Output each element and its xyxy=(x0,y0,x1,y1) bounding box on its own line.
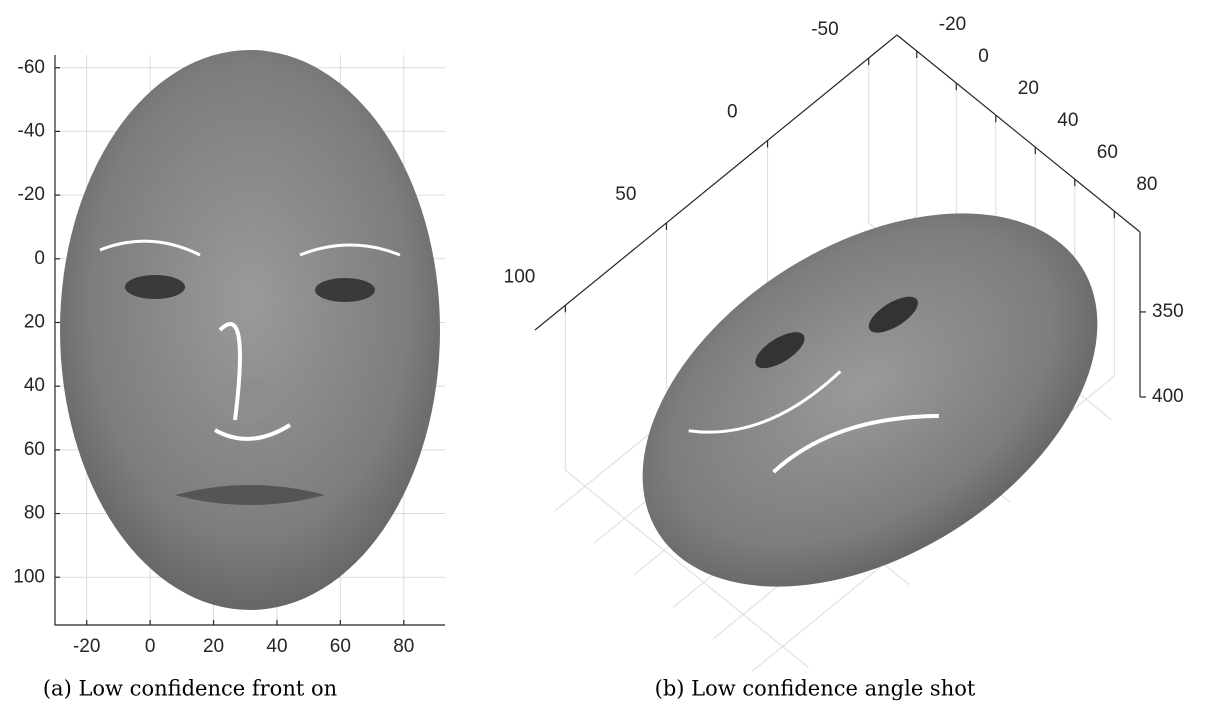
tick-label: 80 xyxy=(1136,174,1157,195)
tick-label: 50 xyxy=(615,184,636,205)
x-tick-label: 80 xyxy=(393,636,414,657)
y-tick-label: 80 xyxy=(24,503,45,524)
tick-label: 350 xyxy=(1152,301,1184,322)
tick-label: -20 xyxy=(939,14,966,35)
x-tick-label: 40 xyxy=(266,636,287,657)
y-tick-label: 60 xyxy=(24,439,45,460)
x-tick-label: 20 xyxy=(203,636,224,657)
y-tick-label: 20 xyxy=(24,312,45,333)
y-tick-label: -20 xyxy=(18,184,45,205)
y-tick-label: 40 xyxy=(24,375,45,396)
tick-label: -50 xyxy=(811,19,838,40)
front-face xyxy=(60,50,440,610)
y-tick-label: 100 xyxy=(13,566,45,587)
tick-label: 20 xyxy=(1018,78,1039,99)
x-tick-label: -20 xyxy=(73,636,100,657)
tick-label: 40 xyxy=(1057,110,1078,131)
y-tick-label: 0 xyxy=(34,248,45,269)
tick-label: 0 xyxy=(727,101,738,122)
caption: (a) Low confidence front on xyxy=(43,677,337,701)
x-tick-label: 0 xyxy=(145,636,156,657)
angle-face xyxy=(576,136,1164,664)
caption: (b) Low confidence angle shot xyxy=(655,677,976,701)
axis-line xyxy=(897,35,1140,232)
y-tick-label: -60 xyxy=(18,57,45,78)
tick-label: 0 xyxy=(978,46,989,67)
y-tick-label: -40 xyxy=(18,120,45,141)
figure: -20 0 20 40 60 80 -60 -40 -20 0 20 40 60 80 100 -50 0 50… xyxy=(0,0,1213,715)
tick-label: 60 xyxy=(1097,142,1118,163)
x-tick-label: 60 xyxy=(330,636,351,657)
tick-label: 100 xyxy=(504,266,536,287)
tick-label: 400 xyxy=(1152,386,1184,407)
